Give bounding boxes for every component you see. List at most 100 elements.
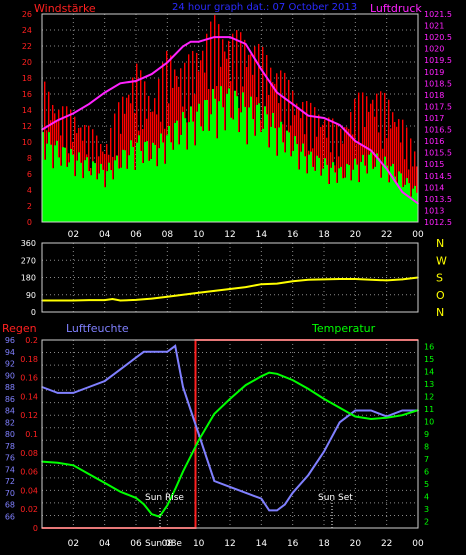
direction-line-point (354, 278, 357, 280)
wind-avg-bar (386, 165, 389, 222)
wind-gust-bar (74, 116, 76, 222)
wind-avg-bar (306, 173, 309, 222)
wind-avg-bar (68, 162, 71, 222)
pressure-line-point (119, 82, 122, 85)
wind-avg-bar (86, 157, 89, 222)
wind-avg-bar (272, 112, 275, 222)
wind-avg-bar (346, 163, 349, 222)
pressure-tick-label: 1015 (424, 160, 444, 169)
pressure-tick-label: 1016.5 (424, 126, 452, 135)
humidity-line-point (307, 474, 310, 476)
wind-avg-bar (122, 149, 125, 222)
wind-avg-bar (42, 132, 45, 222)
wind-avg-bar (102, 169, 105, 222)
pressure-tick-label: 1019.5 (424, 56, 452, 65)
rain-tick-label: 0.2 (25, 336, 38, 345)
pressure-axis-ticks: 1012.5 1013 1013.5 1014 1014.5 1015 1015.5 1016… (424, 10, 452, 227)
direction-axis-ticks: 0 90 180 270 360 (21, 239, 36, 317)
wind-avg-bar (256, 104, 259, 222)
rain-tick-label: 0.02 (20, 505, 38, 514)
wind-avg-bar (144, 142, 147, 222)
wind-pressure-chart: Windstärke 24 hour graph dat.: 07 Octobe… (22, 2, 452, 240)
humidity-tick-label: 90 (5, 371, 15, 380)
temperature-line-point (143, 503, 145, 505)
pressure-tick-label: 1021 (424, 22, 444, 31)
wind-avg-bar (56, 140, 59, 222)
wind-avg-bar (120, 167, 123, 222)
wind-avg-bar (84, 160, 87, 222)
wind-avg-bar (414, 185, 417, 222)
humidity-tick-label: 70 (5, 489, 15, 498)
wind-avg-bar (172, 149, 175, 222)
wind-avg-bar (58, 157, 61, 222)
direction-tick-label: 180 (21, 274, 36, 283)
temperature-tick-label: 6 (424, 468, 429, 477)
temperature-line-point (260, 375, 263, 378)
wind-avg-bar (198, 103, 201, 222)
wind-avg-bar (354, 158, 357, 222)
humidity-line-point (197, 433, 200, 435)
wind-avg-bar (158, 148, 161, 222)
wind-gust-bar (276, 73, 278, 223)
direction-line-point (338, 278, 341, 280)
wind-avg-bar (108, 162, 111, 222)
wind-avg-bar (134, 169, 137, 222)
humidity-tick-label: 94 (5, 348, 15, 357)
rain-tick-label: 0.16 (20, 374, 38, 383)
wind-avg-bar (316, 155, 319, 222)
temperature-line-point (370, 418, 372, 420)
wind-avg-bar (152, 142, 155, 222)
temperature-line-point (244, 384, 247, 386)
wind-avg-bar (76, 160, 79, 222)
wind-gust-bar (284, 72, 286, 222)
pressure-line-point (354, 140, 357, 142)
wind-avg-bar (142, 162, 145, 222)
humidity-tick-label: 66 (5, 512, 15, 521)
humidity-line-point (284, 503, 286, 506)
x-tick-label: 12 (224, 539, 235, 549)
wind-avg-bar (344, 177, 347, 222)
wind-avg-bar (156, 166, 159, 222)
wind-avg-bar (234, 90, 237, 222)
x-tick-label: 02 (68, 539, 79, 549)
pressure-tick-label: 1019 (424, 68, 444, 77)
pressure-line-point (401, 191, 404, 193)
wind-avg-bar (168, 125, 171, 222)
wind-avg-bar (324, 158, 327, 222)
wind-avg-bar (170, 142, 173, 222)
wind-gust-bar (140, 70, 142, 223)
wind-avg-bar (288, 132, 291, 222)
wind-avg-bar (70, 148, 73, 222)
wind-avg-bar (244, 106, 247, 222)
climate-plot-frame (41, 339, 419, 529)
direction-line-point (260, 283, 263, 286)
wind-gust-bar (126, 97, 128, 222)
wind-avg-bar (300, 151, 303, 222)
humidity-line-point (323, 450, 325, 453)
pressure-tick-label: 1018.5 (424, 79, 452, 88)
direction-line (42, 276, 419, 302)
wind-avg-bar (166, 135, 169, 222)
x-tick-label: 00 (412, 230, 424, 240)
wind-gust-bar (254, 46, 256, 222)
pressure-line-point (56, 119, 59, 122)
humidity-line-point (103, 380, 106, 382)
wind-avg-bar (292, 150, 295, 222)
pressure-tick-label: 1020 (424, 45, 444, 54)
pressure-tick-label: 1014 (424, 183, 444, 192)
wind-avg-bar (184, 118, 187, 222)
pressure-line-point (135, 80, 137, 82)
pressure-tick-label: 1013.5 (424, 195, 452, 204)
wind-avg-bar (200, 126, 203, 222)
humidity-line-point (354, 409, 357, 412)
wind-gust-bar (402, 119, 404, 222)
wind-avg-bar (50, 144, 53, 222)
temperature-line-point (174, 488, 176, 490)
wind-gust-bar (398, 119, 400, 222)
wind-avg-bar (246, 144, 249, 222)
humidity-label: Luftfeuchte (66, 322, 129, 335)
wind-avg-bar (124, 150, 127, 222)
x-tick-label: 10 (193, 230, 205, 240)
pressure-line-point (229, 36, 231, 38)
